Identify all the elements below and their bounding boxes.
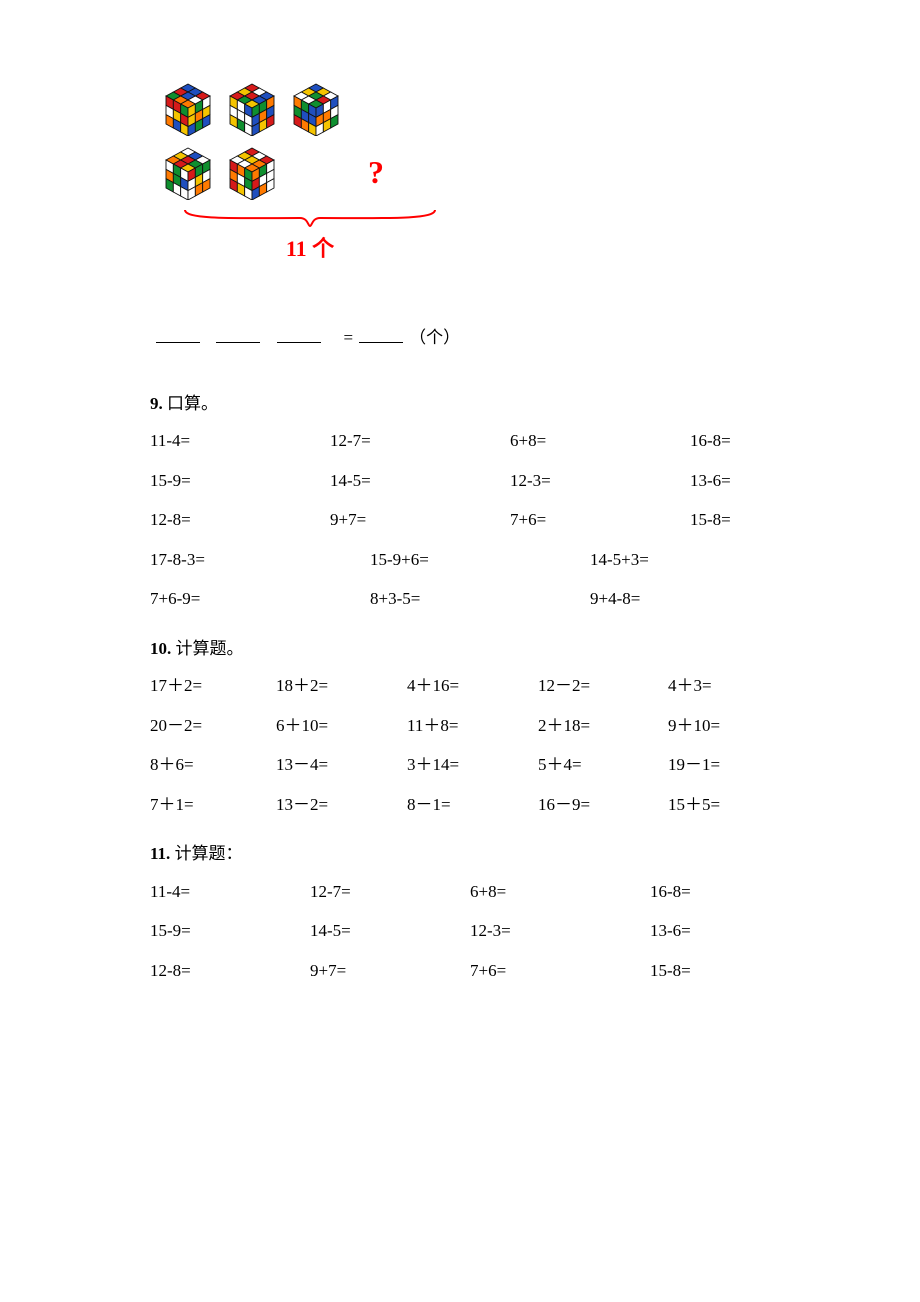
math-problem: 14-5+3= [590, 547, 770, 573]
worksheet-page: ? 11 个 =（个） 9. 口算。11-4=12-7=6+8=16-8=15-… [0, 0, 920, 1057]
math-problem: 13－2= [276, 792, 407, 818]
brace-icon [180, 208, 440, 228]
math-problem: 6+8= [510, 428, 690, 454]
blank-result[interactable] [359, 325, 403, 343]
math-problem: 14-5= [310, 918, 470, 944]
math-problem: 6+8= [470, 879, 650, 905]
fill-equation: = （个） [150, 325, 770, 351]
problem-row: 15-9=14-5=12-3=13-6= [150, 918, 770, 944]
math-problem: 15-9= [150, 468, 330, 494]
math-problem: 9+7= [330, 507, 510, 533]
math-problem: 8+3-5= [370, 586, 590, 612]
math-problem: 12-7= [330, 428, 510, 454]
rubiks-cube-icon [224, 144, 280, 200]
math-problem: 4＋3= [668, 673, 788, 699]
problem-row: 8＋6=13－4=3＋14=5＋4=19－1= [150, 752, 770, 778]
math-problem: 12－2= [538, 673, 668, 699]
math-problem: 15-8= [650, 958, 790, 984]
math-problem: 5＋4= [538, 752, 668, 778]
math-problem: 15-8= [690, 507, 810, 533]
rubiks-cube-icon [160, 144, 216, 200]
problem-row: 7+6-9=8+3-5=9+4-8= [150, 586, 770, 612]
math-problem: 12-8= [150, 507, 330, 533]
math-problem: 2＋18= [538, 713, 668, 739]
equals-sign: = [344, 328, 354, 347]
math-problem: 15-9+6= [370, 547, 590, 573]
math-problem: 13-6= [650, 918, 790, 944]
unit-label: （个） [409, 328, 460, 347]
math-problem: 7+6-9= [150, 586, 370, 612]
problem-row: 17-8-3=15-9+6=14-5+3= [150, 547, 770, 573]
blank-2[interactable] [216, 325, 260, 343]
math-problem: 14-5= [330, 468, 510, 494]
math-problem: 15-9= [150, 918, 310, 944]
math-problem: 12-3= [510, 468, 690, 494]
math-problem: 4＋16= [407, 673, 538, 699]
cube-diagram: ? 11 个 [160, 80, 770, 265]
math-problem: 8－1= [407, 792, 538, 818]
problem-row: 17＋2=18＋2=4＋16=12－2=4＋3= [150, 673, 770, 699]
section-title: 计算题： [170, 844, 242, 863]
math-problem: 12-3= [470, 918, 650, 944]
math-problem: 13－4= [276, 752, 407, 778]
total-count-label: 11 个 [180, 232, 440, 265]
math-problem: 15＋5= [668, 792, 788, 818]
math-problem: 9＋10= [668, 713, 788, 739]
problem-row: 11-4=12-7=6+8=16-8= [150, 879, 770, 905]
math-problem: 3＋14= [407, 752, 538, 778]
math-problem: 16－9= [538, 792, 668, 818]
problem-row: 7＋1=13－2=8－1=16－9=15＋5= [150, 792, 770, 818]
cube-row-2: ? [160, 144, 770, 200]
question-mark: ? [368, 148, 384, 196]
problem-row: 20－2=6＋10=11＋8=2＋18=9＋10= [150, 713, 770, 739]
math-problem: 17＋2= [150, 673, 276, 699]
math-problem: 11-4= [150, 428, 330, 454]
cube-row-1 [160, 80, 770, 136]
math-problem: 7+6= [510, 507, 690, 533]
math-problem: 7+6= [470, 958, 650, 984]
math-problem: 20－2= [150, 713, 276, 739]
problem-row: 12-8=9+7=7+6=15-8= [150, 507, 770, 533]
math-problem: 8＋6= [150, 752, 276, 778]
rubiks-cube-icon [288, 80, 344, 136]
math-problem: 11＋8= [407, 713, 538, 739]
math-problem: 6＋10= [276, 713, 407, 739]
problem-row: 11-4=12-7=6+8=16-8= [150, 428, 770, 454]
section-number: 11. [150, 844, 170, 863]
math-problem: 17-8-3= [150, 547, 370, 573]
rubiks-cube-icon [160, 80, 216, 136]
section-header: 9. 口算。 [150, 391, 770, 417]
section-number: 10. [150, 639, 171, 658]
section-title: 口算。 [163, 394, 218, 413]
math-problem: 12-8= [150, 958, 310, 984]
problem-row: 12-8=9+7=7+6=15-8= [150, 958, 770, 984]
math-problem: 9+7= [310, 958, 470, 984]
math-problem: 16-8= [690, 428, 810, 454]
blank-3[interactable] [277, 325, 321, 343]
math-problem: 11-4= [150, 879, 310, 905]
section-title: 计算题。 [171, 639, 243, 658]
rubiks-cube-icon [224, 80, 280, 136]
math-problem: 12-7= [310, 879, 470, 905]
math-problem: 16-8= [650, 879, 790, 905]
section-number: 9. [150, 394, 163, 413]
math-problem: 13-6= [690, 468, 810, 494]
math-problem: 9+4-8= [590, 586, 770, 612]
math-problem: 7＋1= [150, 792, 276, 818]
blank-1[interactable] [156, 325, 200, 343]
section-header: 10. 计算题。 [150, 636, 770, 662]
math-problem: 19－1= [668, 752, 788, 778]
math-problem: 18＋2= [276, 673, 407, 699]
problem-row: 15-9=14-5=12-3=13-6= [150, 468, 770, 494]
section-header: 11. 计算题： [150, 841, 770, 867]
